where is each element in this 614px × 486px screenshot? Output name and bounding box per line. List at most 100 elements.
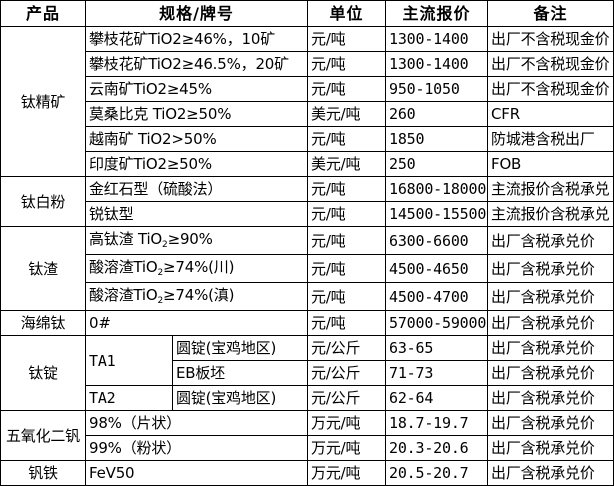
spec-cell[interactable]: 0# bbox=[84, 310, 309, 336]
remark-cell[interactable]: 出厂含税承兑价 bbox=[487, 410, 614, 436]
grade-cell[interactable]: TA1 bbox=[85, 335, 173, 386]
unit-cell[interactable]: 元/吨 bbox=[307, 26, 387, 52]
price-cell[interactable]: 4500-4650 bbox=[385, 254, 489, 283]
price-cell[interactable]: 62-64 bbox=[385, 385, 489, 411]
price-cell[interactable]: 20.3-20.6 bbox=[385, 435, 489, 461]
spec-cell[interactable]: FeV50 bbox=[84, 460, 309, 486]
unit-cell[interactable]: 美元/吨 bbox=[307, 151, 387, 177]
price-cell[interactable]: 71-73 bbox=[385, 360, 489, 386]
price-cell[interactable]: 20.5-20.7 bbox=[385, 460, 489, 486]
remark-cell[interactable]: FOB bbox=[487, 151, 614, 177]
remark-cell[interactable]: 主流报价含税承兑 bbox=[487, 201, 614, 227]
unit-cell[interactable]: 元/吨 bbox=[307, 51, 387, 77]
table-row: 酸溶渣TiO2≥74%(川) 元/吨 4500-4650 出厂含税承兑价 bbox=[1, 254, 614, 283]
spec-cell[interactable]: 莫桑比克 TiO2≥50% bbox=[84, 101, 309, 127]
spec-cell[interactable]: 攀枝花矿TiO2≥46.5%，20矿 bbox=[84, 51, 309, 77]
table-row: 攀枝花矿TiO2≥46.5%，20矿 元/吨 1300-1400 出厂不含税现金价 bbox=[1, 51, 614, 77]
spec-cell[interactable]: 锐钛型 bbox=[84, 201, 309, 227]
unit-cell[interactable]: 元/吨 bbox=[307, 282, 387, 311]
table-row: 莫桑比克 TiO2≥50% 美元/吨 260 CFR bbox=[1, 101, 614, 127]
unit-cell[interactable]: 万元/吨 bbox=[307, 460, 387, 486]
remark-cell[interactable]: 出厂不含税现金价 bbox=[487, 76, 614, 102]
spec-cell[interactable]: 越南矿 TiO2>50% bbox=[84, 126, 309, 152]
product-name-cell[interactable]: 钛渣 bbox=[0, 226, 86, 311]
price-cell[interactable]: 1300-1400 bbox=[385, 26, 489, 52]
column-header-product[interactable]: 产品 bbox=[0, 0, 86, 27]
price-cell[interactable]: 950-1050 bbox=[385, 76, 489, 102]
price-cell[interactable]: 250 bbox=[385, 151, 489, 177]
price-cell[interactable]: 1300-1400 bbox=[385, 51, 489, 77]
spec-cell[interactable]: 99%（粉状） bbox=[84, 435, 309, 461]
column-header-remark[interactable]: 备注 bbox=[487, 0, 614, 27]
product-name-cell[interactable]: 海绵钛 bbox=[0, 310, 86, 336]
table-row: EB板坯 元/公斤 71-73 出厂含税承兑价 bbox=[1, 360, 614, 386]
product-name-cell[interactable]: 钒铁 bbox=[0, 460, 86, 486]
spec-cell[interactable]: 酸溶渣TiO2≥74%(川) bbox=[84, 254, 309, 283]
price-cell[interactable]: 16800-18000 bbox=[385, 176, 489, 202]
unit-cell[interactable]: 元/吨 bbox=[307, 201, 387, 227]
remark-cell[interactable]: 出厂不含税现金价 bbox=[487, 26, 614, 52]
remark-cell[interactable]: 出厂含税承兑价 bbox=[487, 435, 614, 461]
table-row: 云南矿TiO2≥45% 元/吨 950-1050 出厂不含税现金价 bbox=[1, 76, 614, 102]
spec-cell[interactable]: 金红石型（硫酸法） bbox=[84, 176, 309, 202]
table-row: 钛精矿 攀枝花矿TiO2≥46%，10矿 元/吨 1300-1400 出厂不含税现金价 bbox=[0, 26, 614, 177]
remark-cell[interactable]: 出厂含税承兑价 bbox=[487, 226, 614, 255]
remark-cell[interactable]: 出厂含税承兑价 bbox=[487, 360, 614, 386]
unit-cell[interactable]: 元/吨 bbox=[307, 76, 387, 102]
price-cell[interactable]: 14500-15500 bbox=[385, 201, 489, 227]
product-name-cell[interactable]: 钛锭 bbox=[0, 335, 86, 411]
remark-cell[interactable]: 出厂含税承兑价 bbox=[487, 385, 614, 411]
table-row: 锐钛型 元/吨 14500-15500 主流报价含税承兑 bbox=[1, 201, 614, 227]
price-cell[interactable]: 6300-6600 bbox=[385, 226, 489, 255]
column-header-spec[interactable]: 规格/牌号 bbox=[84, 0, 309, 27]
spec-cell[interactable]: 圆锭(宝鸡地区) bbox=[171, 385, 309, 411]
unit-cell[interactable]: 元/吨 bbox=[307, 310, 387, 336]
unit-cell[interactable]: 元/公斤 bbox=[307, 335, 387, 361]
price-cell[interactable]: 57000-59000 bbox=[385, 310, 489, 336]
spec-cell[interactable]: 酸溶渣TiO2≥74%(滇) bbox=[84, 282, 309, 311]
product-name-cell[interactable]: 五氧化二钒 bbox=[0, 410, 86, 461]
remark-cell[interactable]: CFR bbox=[487, 101, 614, 127]
unit-cell[interactable]: 万元/吨 bbox=[307, 435, 387, 461]
unit-cell[interactable]: 万元/吨 bbox=[307, 410, 387, 436]
price-cell[interactable]: 1850 bbox=[385, 126, 489, 152]
table-row: 钛白粉 金红石型（硫酸法） 元/吨 16800-18000 主流报价含税承兑 bbox=[0, 176, 614, 227]
remark-cell[interactable]: 主流报价含税承兑 bbox=[487, 176, 614, 202]
unit-cell[interactable]: 元/吨 bbox=[307, 254, 387, 283]
remark-cell[interactable]: 出厂含税承兑价 bbox=[487, 460, 614, 486]
price-cell[interactable]: 18.7-19.7 bbox=[385, 410, 489, 436]
remark-cell[interactable]: 出厂含税承兑价 bbox=[487, 254, 614, 283]
spec-cell[interactable]: 印度矿TiO2≥50% bbox=[84, 151, 309, 177]
price-cell[interactable]: 260 bbox=[385, 101, 489, 127]
unit-cell[interactable]: 元/公斤 bbox=[307, 385, 387, 411]
grade-cell[interactable]: TA2 bbox=[85, 385, 173, 411]
spec-cell[interactable]: 云南矿TiO2≥45% bbox=[84, 76, 309, 102]
unit-cell[interactable]: 元/吨 bbox=[307, 226, 387, 255]
spec-cell[interactable]: 圆锭(宝鸡地区) bbox=[171, 335, 309, 361]
unit-cell[interactable]: 元/吨 bbox=[307, 126, 387, 152]
remark-cell[interactable]: 出厂不含税现金价 bbox=[487, 51, 614, 77]
remark-cell[interactable]: 防城港含税出厂 bbox=[487, 126, 614, 152]
column-header-price[interactable]: 主流报价 bbox=[385, 0, 489, 27]
remark-cell[interactable]: 出厂含税承兑价 bbox=[487, 310, 614, 336]
remark-cell[interactable]: 出厂含税承兑价 bbox=[487, 335, 614, 361]
table-row: 海绵钛 0# 元/吨 57000-59000 出厂含税承兑价 bbox=[0, 310, 614, 336]
unit-cell[interactable]: 美元/吨 bbox=[307, 101, 387, 127]
product-name-cell[interactable]: 钛白粉 bbox=[0, 176, 86, 227]
table-row: 钛渣 高钛渣 TiO2≥90% 元/吨 6300-6600 出厂含税承兑价 bbox=[0, 226, 614, 311]
table-row: TA2 圆锭(宝鸡地区) 元/公斤 62-64 出厂含税承兑价 bbox=[1, 385, 614, 411]
spec-cell[interactable]: EB板坯 bbox=[171, 360, 309, 386]
spec-cell[interactable]: 98%（片状） bbox=[84, 410, 309, 436]
remark-cell[interactable]: 出厂含税承兑价 bbox=[487, 282, 614, 311]
price-cell[interactable]: 4500-4700 bbox=[385, 282, 489, 311]
spec-cell[interactable]: 高钛渣 TiO2≥90% bbox=[84, 226, 309, 255]
price-cell[interactable]: 63-65 bbox=[385, 335, 489, 361]
spec-cell[interactable]: 攀枝花矿TiO2≥46%，10矿 bbox=[84, 26, 309, 52]
unit-cell[interactable]: 元/公斤 bbox=[307, 360, 387, 386]
table-row: 99%（粉状） 万元/吨 20.3-20.6 出厂含税承兑价 bbox=[1, 435, 614, 461]
product-name-cell[interactable]: 钛精矿 bbox=[0, 26, 86, 177]
column-header-unit[interactable]: 单位 bbox=[307, 0, 387, 27]
unit-cell[interactable]: 元/吨 bbox=[307, 176, 387, 202]
